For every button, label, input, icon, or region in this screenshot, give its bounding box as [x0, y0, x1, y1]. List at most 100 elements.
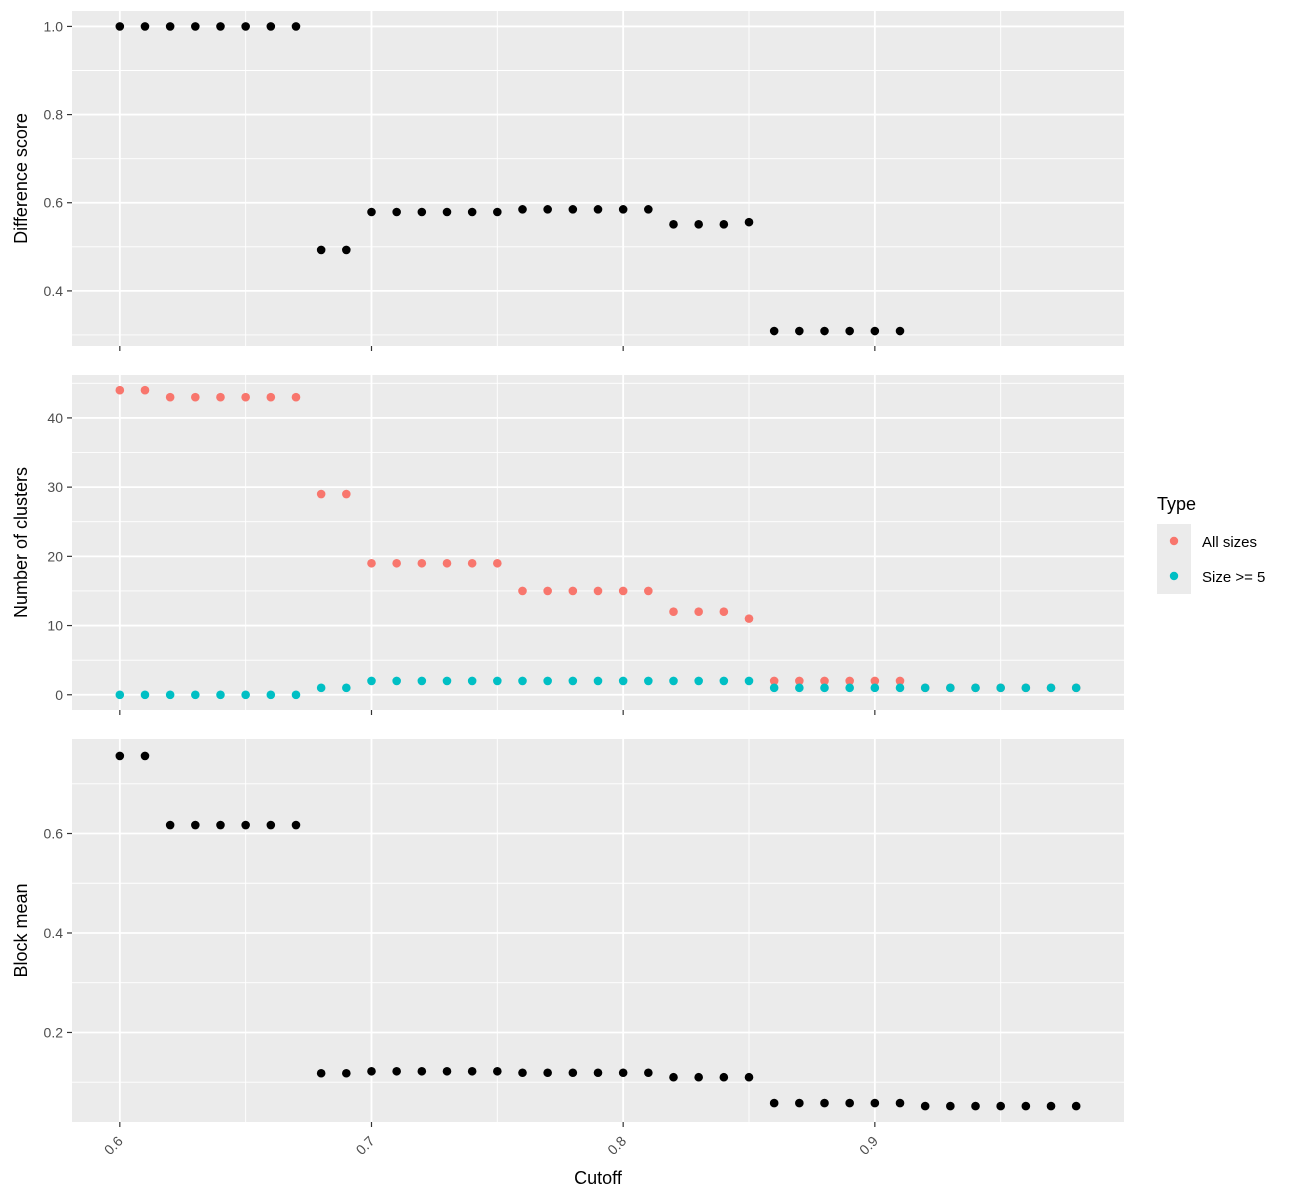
data-point [1071, 1101, 1081, 1111]
data-point [266, 690, 276, 700]
data-point [920, 683, 930, 693]
data-point [644, 205, 653, 214]
y-tick-label: 0.8 [44, 107, 64, 123]
data-point [115, 690, 125, 700]
data-point [870, 1098, 880, 1108]
data-point [115, 751, 125, 761]
data-point [996, 683, 1005, 693]
x-tick-label: 0.8 [604, 1133, 629, 1158]
data-point [694, 1072, 703, 1082]
y-tick-label: 1.0 [44, 18, 64, 34]
data-point [417, 558, 427, 568]
data-point [191, 690, 200, 700]
data-point [367, 207, 376, 217]
data-point [769, 676, 779, 686]
data-point [795, 1098, 804, 1108]
panel-2: 0 10 20 30 40 Number of clusters [11, 375, 1124, 715]
data-point [568, 1068, 578, 1078]
data-point [140, 751, 150, 761]
data-point [895, 1098, 905, 1108]
data-point [543, 586, 552, 596]
y-axis-title: Number of clusters [11, 467, 31, 618]
x-tick-label: 0.7 [353, 1133, 378, 1158]
legend-label-all-sizes: All sizes [1202, 534, 1257, 551]
data-point [367, 558, 376, 568]
data-point [719, 676, 729, 686]
data-point [568, 586, 578, 596]
data-point [1021, 683, 1031, 693]
y-tick-label: 0.4 [44, 283, 64, 299]
y-tick-label: 0.6 [44, 826, 64, 842]
y-tick-label: 30 [47, 479, 63, 495]
data-point [845, 683, 854, 693]
data-point [845, 1098, 854, 1108]
data-point [165, 690, 175, 700]
data-point [618, 676, 628, 686]
data-point [442, 1066, 452, 1076]
x-axis-title: Cutoff [574, 1168, 623, 1188]
data-point [417, 1066, 427, 1076]
data-point [946, 1101, 955, 1111]
data-point [241, 392, 250, 402]
data-point [719, 607, 729, 617]
series-1 [115, 385, 1081, 693]
legend-key-all-sizes [1169, 536, 1179, 546]
data-point [417, 207, 427, 217]
series-1 [115, 22, 905, 336]
data-point [392, 1066, 401, 1076]
data-point [241, 690, 250, 700]
data-point [316, 489, 326, 499]
x-tick-label: 0.6 [101, 1133, 126, 1158]
data-point [795, 676, 804, 686]
data-point [493, 207, 502, 217]
data-point [996, 1101, 1005, 1111]
data-point [291, 820, 301, 830]
data-point [870, 676, 880, 686]
data-point [342, 245, 351, 255]
data-point [744, 1072, 754, 1082]
data-point [140, 22, 150, 31]
data-point [593, 1068, 603, 1078]
data-point [165, 392, 175, 402]
data-point [266, 820, 276, 830]
data-point [694, 607, 703, 617]
data-point [342, 489, 351, 499]
data-point [568, 676, 578, 686]
data-point [493, 676, 502, 686]
data-point [140, 385, 150, 395]
data-point [467, 207, 477, 217]
data-point [241, 820, 250, 830]
data-point [342, 1068, 351, 1078]
data-point [593, 205, 603, 214]
x-tick-label: 0.9 [856, 1133, 881, 1158]
data-point [392, 558, 401, 568]
data-point [493, 1066, 502, 1076]
data-point [442, 676, 452, 686]
data-point [920, 1101, 930, 1111]
data-point [870, 326, 880, 336]
data-point [845, 326, 854, 336]
data-point [417, 676, 427, 686]
data-point [518, 676, 527, 686]
data-point [367, 676, 376, 686]
data-point [971, 1101, 980, 1111]
data-point [543, 676, 552, 686]
data-point [266, 392, 276, 402]
data-point [820, 1098, 829, 1108]
data-point [795, 683, 804, 693]
y-tick-label: 0.4 [44, 925, 64, 941]
data-point [644, 1068, 653, 1078]
data-point [795, 326, 804, 336]
data-point [769, 1098, 779, 1108]
data-point [442, 207, 452, 217]
data-point [266, 22, 276, 31]
data-point [895, 326, 905, 336]
data-point [895, 683, 905, 693]
data-point [165, 22, 175, 31]
data-point [467, 1066, 477, 1076]
data-point [618, 1068, 628, 1078]
data-point [744, 614, 754, 623]
y-tick-label: 0 [55, 687, 63, 703]
data-point [518, 205, 527, 214]
